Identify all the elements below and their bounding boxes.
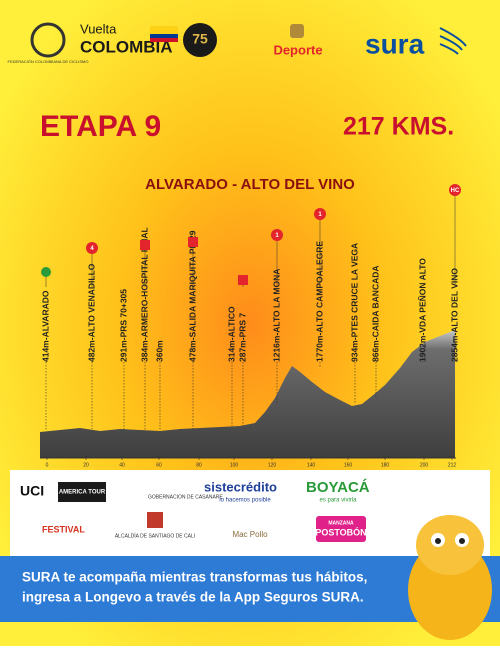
climb-icon — [449, 184, 461, 196]
boyaca-tagline: es para vivirla — [319, 498, 357, 504]
sponsors: UCI AMERICA TOUR GOBERNACION DE CASANARE… — [20, 479, 370, 542]
km-tick-label: 20 — [83, 462, 89, 468]
km-tick-label: 40 — [119, 462, 125, 468]
waypoint-label: 1770m-ALTO CAMPOALEGRE — [314, 241, 324, 362]
sprint-icon — [238, 275, 248, 285]
climb-icon — [271, 229, 283, 241]
climb-category: HC — [451, 188, 460, 194]
waypoint-label: 934m-PTES CRUCE LA VEGA — [349, 243, 359, 362]
km-ticks: 0 20 40 60 80 100 120 140 160 180 200 212 — [46, 456, 457, 468]
casanare: GOBERNACION DE CASANARE — [148, 494, 223, 500]
waypoint-label: 478m-SALIDA MARIQUITA PK 29 — [187, 230, 197, 362]
sistecredito-tagline: lo hacemos posible — [219, 498, 271, 504]
anniversary: 75 — [192, 31, 208, 47]
waypoint-label: 287m-PRS 7 — [237, 313, 247, 362]
waypoint-label: 384m-ARMERO-HOSPITAL FINAL — [139, 227, 149, 362]
mascot — [408, 515, 492, 640]
start-icon — [41, 267, 51, 277]
km-tick-label: 120 — [268, 462, 277, 468]
km-tick-label: 100 — [230, 462, 239, 468]
km-tick-label: 200 — [420, 462, 429, 468]
km-tick-label: 140 — [307, 462, 316, 468]
waypoint-label: 1216m-ALTO LA MONA — [271, 269, 281, 362]
waypoint-label: 1902m-VDA PEÑON ALTO — [417, 258, 427, 362]
waypoint-label: 291m-PRS 70+305 — [118, 289, 128, 362]
postobon-top: MANZANA — [328, 520, 354, 526]
stage-title: ETAPA 9 — [40, 110, 161, 143]
waypoint-label: 482m-ALTO VENADILLO — [86, 263, 96, 362]
postobon: POSTOBÓN — [315, 526, 366, 537]
waypoint-label: 2854m-ALTO DEL VINO — [449, 268, 459, 362]
waypoint-label: 360m — [154, 340, 164, 362]
vuelta: Vuelta — [80, 21, 117, 36]
boyaca: BOYACÁ — [306, 479, 370, 496]
stage-distance: 217 KMS. — [343, 113, 454, 141]
banner-line: SURA te acompaña mientras transformas tu… — [22, 570, 367, 585]
climb-icon — [314, 208, 326, 220]
uci: UCI — [20, 483, 44, 499]
macpollo: Mac Pollo — [232, 530, 268, 539]
waypoints: 414m-ALVARADO 482m-ALTO VENADILLO 4 291m-PR… — [40, 184, 461, 431]
america-tour: AMERICA TOUR — [59, 490, 106, 496]
climb-category: 4 — [90, 246, 94, 252]
sura: sura — [365, 28, 425, 59]
km-tick-label: 212 — [448, 462, 457, 468]
fcc-logo — [30, 22, 66, 58]
ministry: Deporte — [273, 42, 322, 57]
festival: FESTIVAL — [42, 524, 85, 534]
elevation-profile — [40, 330, 455, 458]
waypoint-label: 314m-ALTICO — [226, 306, 236, 362]
km-tick-label: 180 — [381, 462, 390, 468]
header: FEDERACIÓN COLOMBIANA DE CICLISMO Vuelta… — [8, 21, 467, 64]
sprint-icon — [188, 237, 198, 247]
colombia: COLOMBIA — [80, 37, 173, 56]
climb-category: 1 — [275, 233, 279, 239]
sprint-icon — [140, 240, 150, 250]
km-tick-label: 80 — [196, 462, 202, 468]
anniversary-logo — [183, 23, 217, 57]
route: ALVARADO - ALTO DEL VINO — [145, 176, 355, 193]
federation: FEDERACIÓN COLOMBIANA DE CICLISMO — [8, 59, 89, 64]
waypoint-label: 414m-ALVARADO — [40, 290, 50, 362]
banner-line: ingresa a Longevo a través de la App Seg… — [22, 590, 364, 605]
sistecredito: sistecrédito — [204, 479, 277, 494]
climb-category: 1 — [318, 212, 322, 218]
km-tick-label: 160 — [344, 462, 353, 468]
km-tick-label: 60 — [156, 462, 162, 468]
cali: ALCALDÍA DE SANTIAGO DE CALI — [115, 532, 195, 539]
km-tick-label: 0 — [46, 462, 49, 468]
climb-icon — [86, 242, 98, 254]
waypoint-label: 866m-CAIDA BANCADA — [370, 265, 380, 362]
